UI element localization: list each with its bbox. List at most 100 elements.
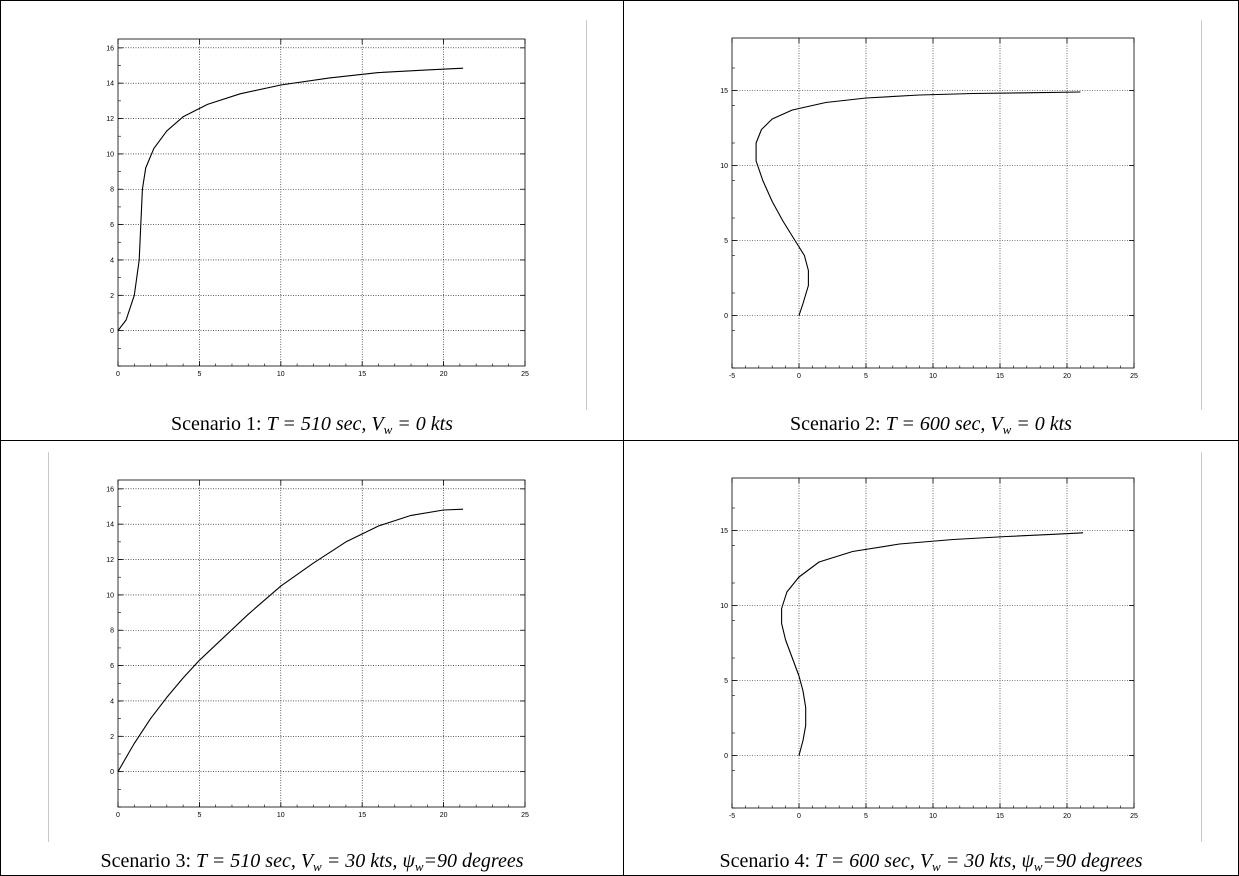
caption-wind: = 0 kts bbox=[392, 413, 453, 435]
caption-params: T = 600 sec, V bbox=[815, 850, 933, 872]
chart-scenario-2: -5 0 5 10 15 20 25 0 5 10 15 bbox=[720, 37, 1138, 380]
x-tick-label: 10 bbox=[277, 371, 285, 378]
caption-subscript: w bbox=[1002, 422, 1012, 437]
x-tick-label: 25 bbox=[521, 371, 529, 378]
caption-prefix: Scenario 1: bbox=[171, 413, 267, 435]
plot-frame bbox=[117, 479, 526, 808]
caption-heading-symbol: ψ bbox=[1021, 850, 1034, 872]
caption-params: T = 600 sec, V bbox=[885, 413, 1003, 435]
y-tick-label: 5 bbox=[724, 678, 728, 685]
table-border-top bbox=[0, 0, 1239, 1]
x-tick-label: 0 bbox=[797, 813, 801, 820]
y-tick-label: 12 bbox=[106, 116, 114, 123]
x-tick-label: 20 bbox=[440, 371, 448, 378]
caption-subscript: w bbox=[383, 422, 393, 437]
panel-scenario-1: 0 5 10 15 20 25 0 2 4 6 8 10 12 14 16 Scenario 1: T = … bbox=[1, 1, 623, 440]
y-tick-label: 6 bbox=[110, 222, 114, 229]
caption-heading-subscript: w bbox=[1033, 859, 1043, 874]
chart-scenario-3: 0 5 10 15 20 25 0 2 4 6 8 10 12 14 16 bbox=[106, 479, 529, 819]
image-edge-line bbox=[48, 452, 49, 842]
y-tick-label: 5 bbox=[724, 238, 728, 245]
y-tick-label: 2 bbox=[110, 293, 114, 300]
y-tick-label: 0 bbox=[110, 769, 114, 776]
y-tick-label: 12 bbox=[106, 557, 114, 564]
caption-heading-subscript: w bbox=[414, 859, 424, 874]
trajectory-line bbox=[117, 67, 464, 331]
panel-scenario-2: -5 0 5 10 15 20 25 0 5 10 15 Scenario 2: T = 600 s… bbox=[624, 1, 1238, 440]
x-tick-label: 15 bbox=[358, 371, 366, 378]
y-tick-label: 14 bbox=[106, 81, 114, 88]
caption-prefix: Scenario 2: bbox=[790, 413, 886, 435]
x-tick-label: -5 bbox=[729, 813, 735, 820]
x-tick-label: 5 bbox=[197, 812, 201, 819]
x-tick-label: 10 bbox=[929, 813, 937, 820]
y-tick-label: 4 bbox=[110, 257, 114, 264]
plot-frame bbox=[117, 38, 526, 367]
x-tick-label: 10 bbox=[929, 373, 937, 380]
caption-params: T = 510 sec, V bbox=[266, 413, 384, 435]
trajectory-line bbox=[755, 91, 1081, 316]
y-tick-label: 2 bbox=[110, 734, 114, 741]
panel-scenario-3: 0 5 10 15 20 25 0 2 4 6 8 10 12 14 16 Scenario 3: T = … bbox=[1, 441, 623, 875]
caption-scenario-1: Scenario 1: T = 510 sec, Vw = 0 kts bbox=[1, 412, 623, 436]
caption-wind: = 30 kts, bbox=[940, 850, 1022, 872]
x-tick-label: 20 bbox=[440, 812, 448, 819]
image-edge-line bbox=[1201, 20, 1202, 410]
y-tick-label: 10 bbox=[106, 151, 114, 158]
trajectory-line bbox=[781, 532, 1084, 756]
caption-prefix: Scenario 4: bbox=[719, 850, 816, 872]
x-tick-label: 20 bbox=[1063, 813, 1071, 820]
x-tick-label: -5 bbox=[729, 373, 735, 380]
y-tick-label: 15 bbox=[720, 528, 728, 535]
y-tick-label: 10 bbox=[720, 603, 728, 610]
x-tick-label: 15 bbox=[358, 812, 366, 819]
y-tick-label: 6 bbox=[110, 663, 114, 670]
caption-scenario-3: Scenario 3: T = 510 sec, Vw = 30 kts, ψw… bbox=[1, 849, 623, 873]
x-tick-label: 25 bbox=[1130, 813, 1138, 820]
x-tick-label: 25 bbox=[1130, 373, 1138, 380]
chart-scenario-4: -5 0 5 10 15 20 25 0 5 10 15 bbox=[720, 477, 1138, 820]
y-tick-label: 16 bbox=[106, 45, 114, 52]
caption-subscript: w bbox=[932, 859, 941, 874]
x-tick-label: 0 bbox=[797, 373, 801, 380]
x-tick-label: 5 bbox=[864, 373, 868, 380]
y-tick-label: 0 bbox=[110, 328, 114, 335]
y-tick-label: 10 bbox=[106, 592, 114, 599]
y-tick-label: 8 bbox=[110, 628, 114, 635]
y-tick-label: 4 bbox=[110, 698, 114, 705]
x-tick-label: 15 bbox=[996, 373, 1004, 380]
caption-params: T = 510 sec, V bbox=[196, 850, 314, 872]
y-tick-label: 16 bbox=[106, 486, 114, 493]
x-tick-label: 25 bbox=[521, 812, 529, 819]
caption-wind: = 30 kts, bbox=[321, 850, 403, 872]
image-edge-line bbox=[1201, 452, 1202, 842]
caption-subscript: w bbox=[313, 859, 322, 874]
table-border-left bbox=[0, 0, 1, 876]
caption-heading-value: =90 degrees bbox=[1042, 850, 1143, 872]
x-tick-label: 20 bbox=[1063, 373, 1071, 380]
image-edge-line bbox=[586, 20, 587, 410]
x-tick-label: 5 bbox=[864, 813, 868, 820]
x-tick-label: 0 bbox=[116, 371, 120, 378]
y-tick-label: 10 bbox=[720, 163, 728, 170]
table-divider-horizontal bbox=[0, 440, 1239, 441]
chart-scenario-1: 0 5 10 15 20 25 0 2 4 6 8 10 12 14 16 bbox=[106, 38, 529, 378]
caption-prefix: Scenario 3: bbox=[100, 850, 197, 872]
x-tick-label: 10 bbox=[277, 812, 285, 819]
trajectory-line bbox=[117, 508, 464, 772]
caption-scenario-2: Scenario 2: T = 600 sec, Vw = 0 kts bbox=[624, 412, 1238, 436]
y-tick-label: 14 bbox=[106, 522, 114, 529]
caption-wind: = 0 kts bbox=[1011, 413, 1072, 435]
caption-heading-symbol: ψ bbox=[402, 850, 415, 872]
caption-scenario-4: Scenario 4: T = 600 sec, Vw = 30 kts, ψw… bbox=[624, 849, 1238, 873]
y-tick-label: 0 bbox=[724, 753, 728, 760]
x-tick-label: 15 bbox=[996, 813, 1004, 820]
panel-scenario-4: -5 0 5 10 15 20 25 0 5 10 15 Scenario 4: T = 600 s… bbox=[624, 441, 1238, 875]
y-tick-label: 0 bbox=[724, 313, 728, 320]
table-divider-vertical bbox=[623, 0, 624, 876]
x-tick-label: 5 bbox=[197, 371, 201, 378]
caption-heading-value: =90 degrees bbox=[423, 850, 524, 872]
y-tick-label: 8 bbox=[110, 187, 114, 194]
x-tick-label: 0 bbox=[116, 812, 120, 819]
